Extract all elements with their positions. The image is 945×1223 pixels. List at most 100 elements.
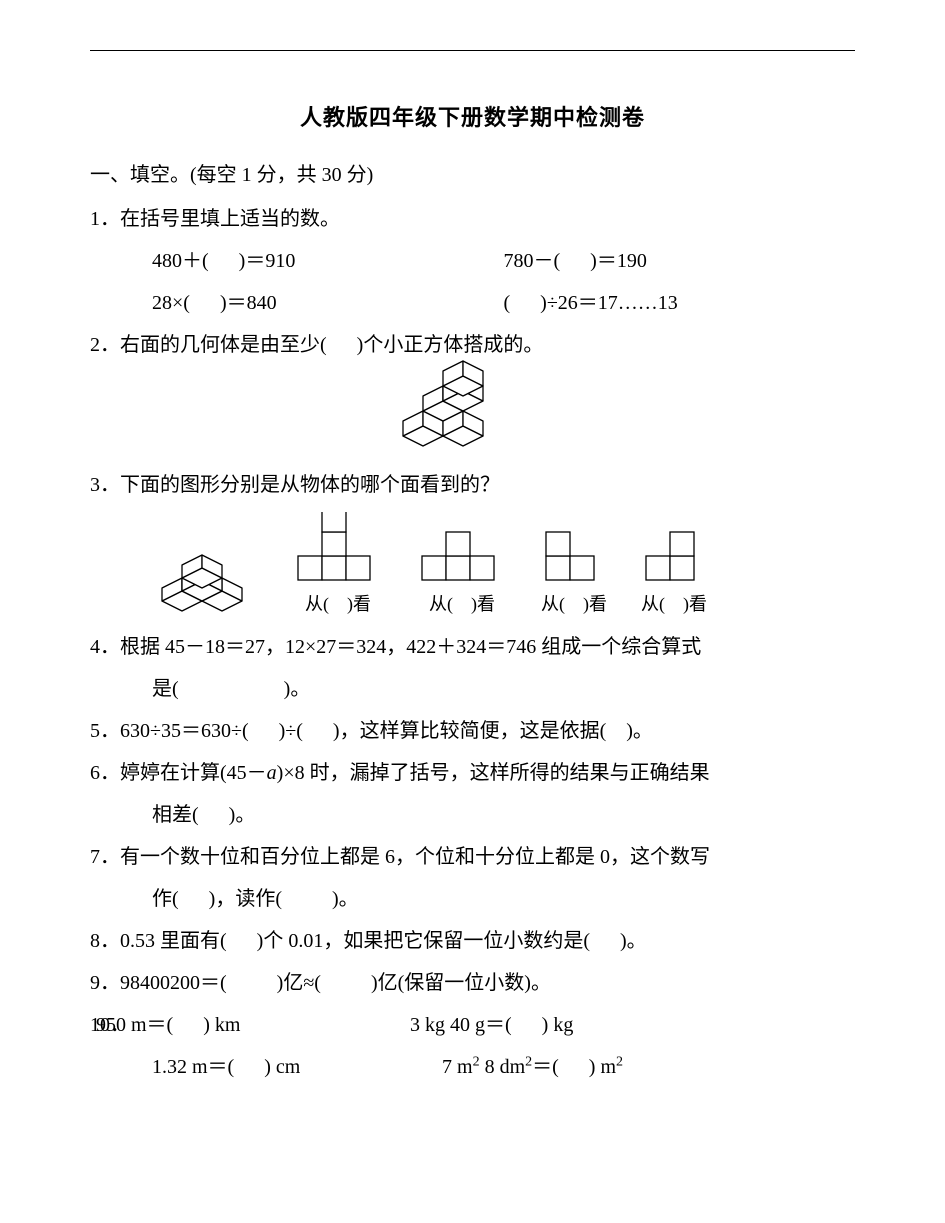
q5-b: )÷( — [279, 720, 303, 742]
blank — [179, 888, 209, 910]
q2-num: 2． — [90, 334, 120, 356]
q4-line1: 根据 45－18＝27，12×27＝324，422＋324＝746 组成一个综合… — [120, 636, 701, 658]
q8-num: 8． — [90, 930, 120, 952]
q1: 1．在括号里填上适当的数。 — [90, 198, 855, 240]
q10-r2a: 1.32 m＝( — [152, 1056, 234, 1078]
q7-line2: 作( )，读作( )。 — [90, 878, 855, 920]
page: 人教版四年级下册数学期中检测卷 一、填空。(每空 1 分，共 30 分) 1．在… — [0, 0, 945, 1223]
blank — [510, 292, 540, 314]
q6-line2: 相差( )。 — [90, 794, 855, 836]
q1-row2: 28×( )＝840 ()÷26＝17……13 — [90, 282, 855, 324]
q10-r1a: 950 m＝( — [96, 1014, 173, 1036]
q3-label-2: 从( )看 — [414, 586, 510, 624]
cube-stack-iso-icon — [152, 546, 262, 624]
q9: 9．98400200＝()亿≈()亿(保留一位小数)。 — [90, 962, 855, 1004]
blank — [590, 930, 620, 952]
q10-r1c: 3 kg 40 g＝( — [410, 1014, 512, 1036]
q3-label-1: 从( )看 — [290, 586, 386, 624]
q7-num: 7． — [90, 846, 120, 868]
q4-line2: 是()。 — [90, 668, 855, 710]
q3-fig-iso — [152, 546, 262, 624]
q3-fig-3: 从( )看 — [538, 526, 610, 624]
q10: 10．950 m＝() km3 kg 40 g＝() kg — [90, 1004, 855, 1046]
q7-l2a: 作( — [152, 888, 179, 910]
q7-l2c: )。 — [332, 888, 359, 910]
q10-r2e: ＝( — [532, 1056, 559, 1078]
sup-2: 2 — [473, 1054, 480, 1069]
q1-r2b: )＝840 — [220, 292, 277, 314]
q1-text: 在括号里填上适当的数。 — [120, 208, 340, 230]
q3-fig-1: 从( )看 — [290, 512, 386, 624]
squares-view-icon — [638, 526, 710, 584]
blank — [227, 972, 277, 994]
q9-a: 98400200＝( — [120, 972, 227, 994]
q9-num: 9． — [90, 972, 120, 994]
q6-l2b: )。 — [229, 804, 256, 826]
blank — [303, 720, 333, 742]
blank — [559, 1056, 589, 1078]
blank — [234, 1056, 264, 1078]
top-rule — [90, 50, 855, 51]
q3-label-3: 从( )看 — [538, 586, 610, 624]
q1-row1: 480＋()＝910 780－()＝190 — [90, 240, 855, 282]
q4: 4．根据 45－18＝27，12×27＝324，422＋324＝746 组成一个… — [90, 626, 855, 668]
q1-r2d: )÷26＝17……13 — [540, 292, 678, 314]
blank — [179, 678, 284, 700]
q7-l2b: )，读作( — [209, 888, 282, 910]
q7: 7．有一个数十位和百分位上都是 6，个位和十分位上都是 0，这个数写 — [90, 836, 855, 878]
q7-line1: 有一个数十位和百分位上都是 6，个位和十分位上都是 0，这个数写 — [120, 846, 710, 868]
q8-a: 0.53 里面有( — [120, 930, 227, 952]
q10-row2: 1.32 m＝() cm7 m2 8 dm2＝() m2 — [90, 1046, 855, 1088]
q3-label-4: 从( )看 — [638, 586, 710, 624]
q8: 8．0.53 里面有( )个 0.01，如果把它保留一位小数约是( )。 — [90, 920, 855, 962]
q6-l2a: 相差( — [152, 804, 199, 826]
body: 一、填空。(每空 1 分，共 30 分) 1．在括号里填上适当的数。 480＋(… — [90, 154, 855, 1088]
q5-c: )，这样算比较简便，这是依据( — [333, 720, 606, 742]
q3-fig-2: 从( )看 — [414, 526, 510, 624]
q10-r2b: ) cm — [264, 1056, 300, 1078]
q6-l1b: )×8 时，漏掉了括号，这样所得的结果与正确结果 — [277, 762, 710, 784]
blank — [249, 720, 279, 742]
blank — [227, 930, 257, 952]
blank — [173, 1014, 203, 1036]
blank — [282, 888, 332, 910]
q5: 5．630÷35＝630÷()÷()，这样算比较简便，这是依据( )。 — [90, 710, 855, 752]
q1-r2a: 28×( — [152, 292, 190, 314]
q1-r1a: 480＋( — [152, 250, 209, 272]
q3-fig-4: 从( )看 — [638, 526, 710, 624]
q2-text-a: 右面的几何体是由至少( — [120, 334, 327, 356]
q5-a: 630÷35＝630÷( — [120, 720, 249, 742]
q8-b: )个 0.01，如果把它保留一位小数约是( — [257, 930, 590, 952]
q1-num: 1． — [90, 208, 120, 230]
blank — [512, 1014, 542, 1036]
q3-text: 下面的图形分别是从物体的哪个面看到的？ — [120, 474, 500, 496]
blank — [190, 292, 220, 314]
q3-figures: 从( )看 从( )看 — [90, 512, 855, 624]
blank — [327, 334, 357, 356]
title: 人教版四年级下册数学期中检测卷 — [90, 100, 855, 132]
q1-r1d: )＝190 — [590, 250, 647, 272]
q2-text-b: )个小正方体搭成的。 — [357, 334, 544, 356]
q1-r1-right: 780－( )＝190 — [504, 240, 856, 282]
q3-num: 3． — [90, 474, 120, 496]
q1-r1c: 780－( — [504, 250, 561, 272]
q9-b: )亿≈( — [277, 972, 321, 994]
q6-l1a: 婷婷在计算(45－ — [120, 762, 267, 784]
blank — [199, 804, 229, 826]
q6: 6．婷婷在计算(45－a)×8 时，漏掉了括号，这样所得的结果与正确结果 — [90, 752, 855, 794]
q1-r2-right: ()÷26＝17……13 — [504, 282, 856, 324]
q3: 3．下面的图形分别是从物体的哪个面看到的？ — [90, 464, 855, 506]
q10-r1d: ) kg — [542, 1014, 574, 1036]
q5-d: )。 — [626, 720, 653, 742]
blank — [209, 250, 239, 272]
q10-r2c: 7 m — [442, 1056, 473, 1078]
squares-view-icon — [414, 526, 510, 584]
q2-figure — [90, 356, 855, 456]
sup-2: 2 — [616, 1054, 623, 1069]
q10-r2f: ) m — [589, 1056, 616, 1078]
q10-r2d: 8 dm — [480, 1056, 526, 1078]
section1-heading: 一、填空。(每空 1 分，共 30 分) — [90, 154, 855, 196]
q6-num: 6． — [90, 762, 120, 784]
q8-c: )。 — [620, 930, 647, 952]
q4-l2b: )。 — [284, 678, 311, 700]
